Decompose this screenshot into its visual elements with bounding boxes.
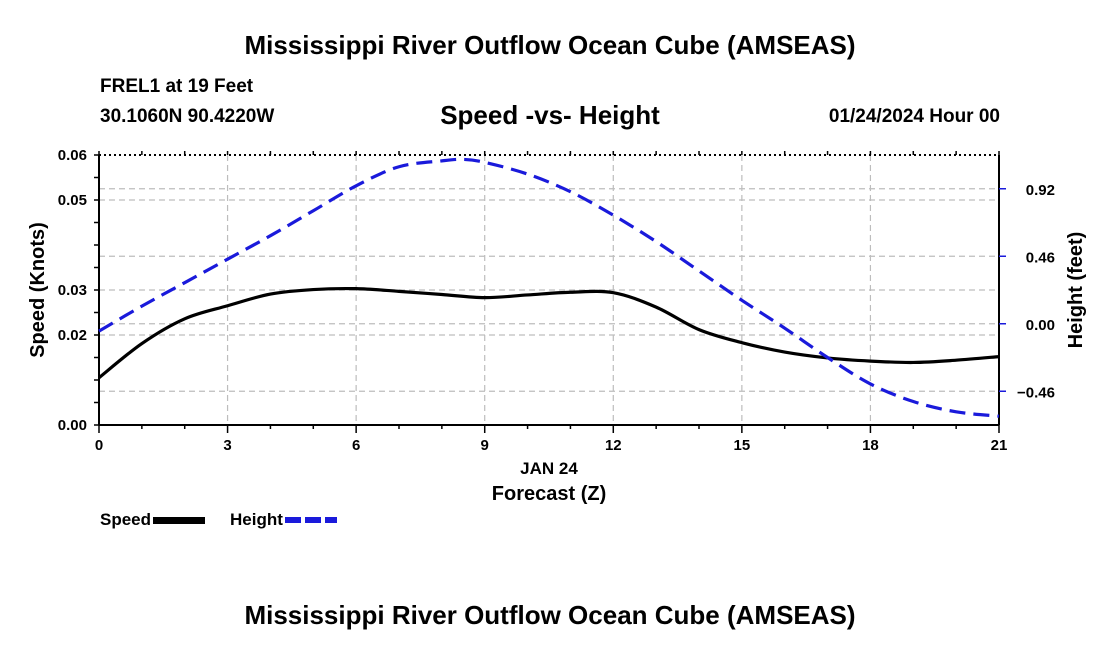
x-tick-label: 12 [605,437,622,454]
x-tick-label: 9 [481,437,489,454]
y-tick-label-left: 0.03 [58,282,87,299]
speed-height-chart: 0 3 6 9 12 15 18 21 JAN 24 Forecast (Z) 0.00 0.02 0.… [27,147,1087,505]
y-tick-label-right: 0.92 [1026,182,1055,199]
y-tick-label-right: −0.46 [1017,384,1055,401]
y-axis-title-right: Height (feet) [1065,232,1087,349]
x-axis-date-label: JAN 24 [520,459,578,478]
legend-speed: Speed [100,510,206,530]
height-series-line [98,157,1000,418]
x-tick-label: 6 [352,437,360,454]
x-tick-label: 3 [223,437,231,454]
legend-speed-swatch [153,516,206,524]
coordinates-label: 30.1060N 90.4220W [100,106,275,127]
y-tick-label-left: 0.00 [58,417,87,434]
x-tick-label: 21 [991,437,1008,454]
x-axis-title: Forecast (Z) [492,483,606,505]
y-tick-label-left: 0.06 [58,147,87,164]
legend-height-swatch [284,517,337,523]
y-tick-label-right: 0.46 [1026,249,1055,266]
x-tick-label: 15 [734,437,751,454]
chart-title-bottom: Mississippi River Outflow Ocean Cube (AM… [244,600,856,630]
x-tick-label: 18 [862,437,879,454]
chart-title-top: Mississippi River Outflow Ocean Cube (AM… [244,30,856,60]
y-tick-label-right: 0.00 [1026,317,1055,334]
station-label: FREL1 at 19 Feet [100,76,254,97]
legend-height: Height [230,510,337,530]
x-tick-label: 0 [95,437,103,454]
chart-subtitle: Speed -vs- Height [440,100,660,130]
y-tick-label-left: 0.05 [58,192,87,209]
y-axis-title-left: Speed (Knots) [27,222,49,358]
speed-series-line [98,286,1000,380]
y-tick-label-left: 0.02 [58,327,87,344]
forecast-datetime: 01/24/2024 Hour 00 [828,106,1000,127]
legend-height-label: Height [230,510,283,529]
legend-speed-label: Speed [100,510,152,529]
